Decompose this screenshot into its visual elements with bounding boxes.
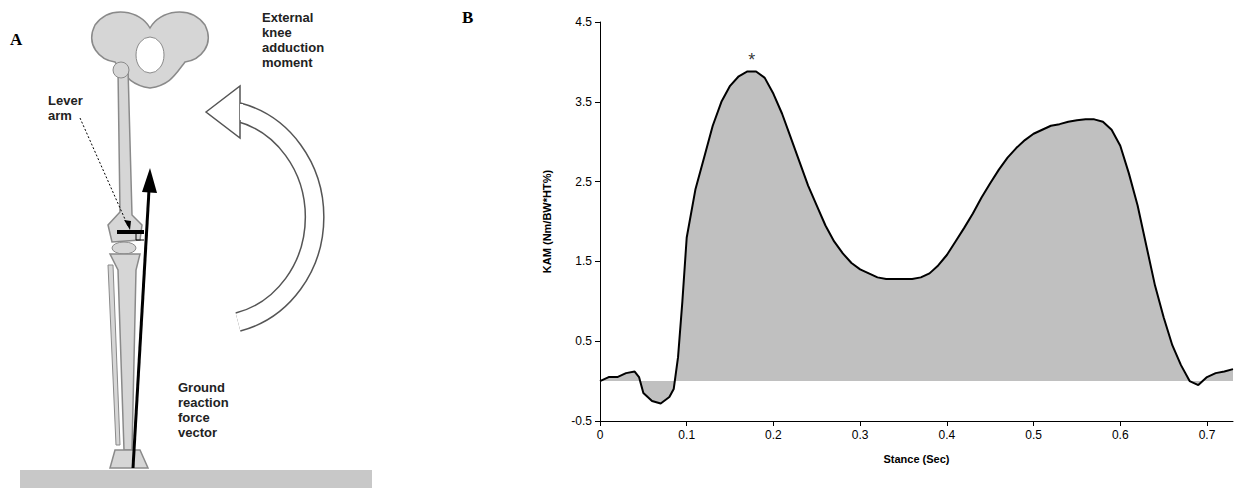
svg-text:Groundreactionforcevector: Groundreactionforcevector [178,380,229,440]
svg-text:*: * [748,50,755,70]
svg-text:0.2: 0.2 [765,428,782,442]
svg-text:0.7: 0.7 [1199,428,1216,442]
svg-text:0.3: 0.3 [852,428,869,442]
svg-text:0.5: 0.5 [575,334,592,348]
svg-text:2.5: 2.5 [575,175,592,189]
svg-text:-0.5: -0.5 [571,414,592,428]
svg-text:0.1: 0.1 [678,428,695,442]
svg-text:4.5: 4.5 [575,15,592,29]
svg-text:Stance (Sec): Stance (Sec) [883,453,949,465]
svg-text:0: 0 [597,428,604,442]
svg-text:0.4: 0.4 [939,428,956,442]
svg-text:Externalkneeadductionmoment: Externalkneeadductionmoment [262,10,324,70]
svg-text:Leverarm: Leverarm [48,93,83,123]
svg-text:0.6: 0.6 [1112,428,1129,442]
html-text:A: A [10,30,23,49]
svg-text:3.5: 3.5 [575,95,592,109]
html-text:B: B [462,8,474,27]
svg-text:0.5: 0.5 [1025,428,1042,442]
svg-text:1.5: 1.5 [575,254,592,268]
svg-text:KAM (Nm/BW*HT%): KAM (Nm/BW*HT%) [541,170,553,274]
